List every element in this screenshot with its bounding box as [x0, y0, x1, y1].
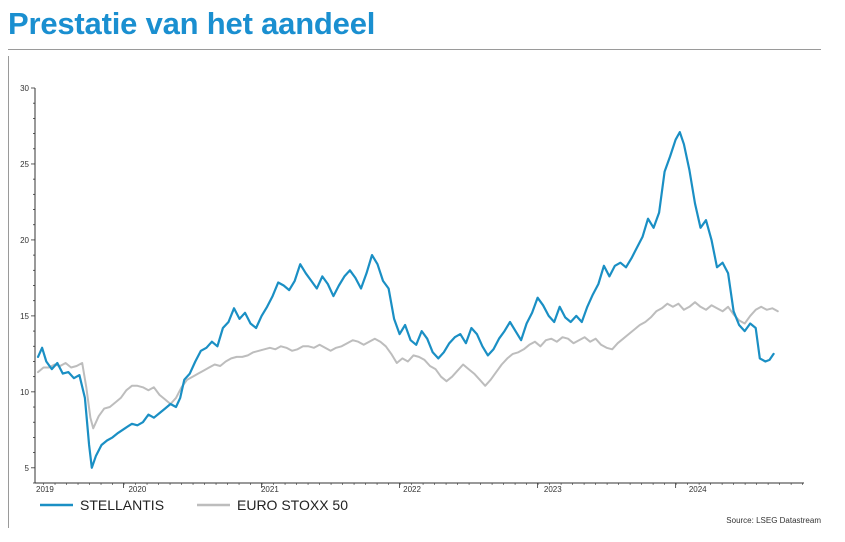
- y-tick-label: 10: [20, 388, 29, 397]
- x-tick-label: 2019: [36, 485, 54, 494]
- title-divider: [8, 49, 821, 50]
- x-tick-label: 2022: [403, 485, 421, 494]
- chart-legend: STELLANTIS EURO STOXX 50: [40, 497, 348, 513]
- series-line-stellantis: [36, 131, 775, 469]
- y-tick-label: 20: [20, 236, 29, 245]
- frame-left-border: [8, 56, 9, 528]
- x-tick-label: 2021: [261, 485, 279, 494]
- y-tick-label: 30: [20, 84, 29, 93]
- y-tick-label: 5: [25, 464, 30, 473]
- legend-label-euro-stoxx-50: EURO STOXX 50: [237, 497, 348, 513]
- x-tick-label: 2023: [544, 485, 562, 494]
- y-tick-label: 15: [20, 312, 29, 321]
- series-line-euro-stoxx-50: [37, 301, 779, 430]
- x-tick-label: 2020: [128, 485, 146, 494]
- source-note: Source: LSEG Datastream: [726, 516, 821, 525]
- chart-series: [36, 131, 779, 469]
- page-title: Prestatie van het aandeel: [8, 6, 376, 41]
- legend-label-stellantis: STELLANTIS: [80, 497, 164, 513]
- x-tick-label: 2024: [689, 485, 707, 494]
- chart-axes: 5 10 15 20 25 30 2019 2020 2021 2022 2023 2024: [20, 84, 804, 494]
- y-tick-label: 25: [20, 160, 29, 169]
